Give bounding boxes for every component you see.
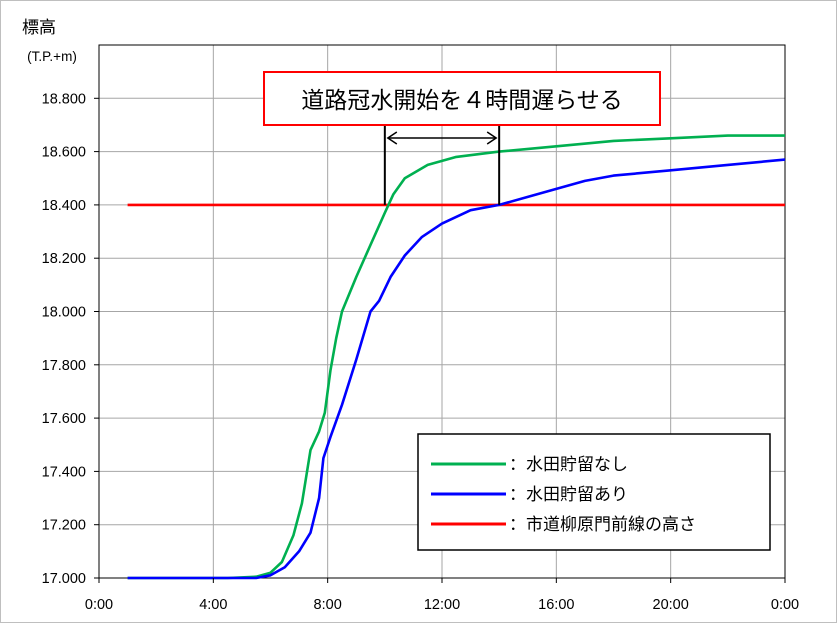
legend-label: ：水田貯留なし: [509, 455, 628, 475]
x-tick-label: 4:00: [199, 597, 227, 613]
series-line: [127, 134, 785, 580]
y-axis-ticks: 17.000 17.200 17.400 17.600 17.800 18.000 18.2…: [42, 91, 99, 587]
y-tick-label: 17.400: [42, 464, 86, 480]
legend-label: ：水田貯留あり: [509, 485, 628, 505]
y-tick-label: 18.800: [42, 91, 86, 107]
annotation-box: [263, 71, 661, 126]
y-tick-label: 17.200: [42, 518, 86, 534]
series-layer: [127, 125, 786, 580]
x-axis-ticks: 0:00 4:00 8:00 12:00 16:00 20:00 0:00: [85, 578, 799, 613]
annotation-arrowhead-right: [486, 131, 498, 145]
x-tick-label: 8:00: [314, 597, 342, 613]
y-tick-label: 18.000: [42, 305, 86, 321]
y-axis-label-line2: (T.P.+m): [27, 49, 77, 64]
annotation-arrowhead-left: [386, 131, 398, 145]
y-tick-label: 18.200: [42, 251, 86, 267]
x-tick-label: 20:00: [653, 597, 689, 613]
x-tick-label: 0:00: [85, 597, 113, 613]
y-tick-label: 18.400: [42, 198, 86, 214]
annotation: 道路冠水開始を４時間遅らせる: [263, 71, 661, 126]
x-tick-label: 12:00: [424, 597, 460, 613]
y-tick-label: 17.600: [42, 411, 86, 427]
x-tick-label: 16:00: [538, 597, 574, 613]
y-tick-label: 18.600: [42, 145, 86, 161]
annotation-text: 道路冠水開始を４時間遅らせる: [301, 88, 623, 114]
legend-label: ：市道柳原門前線の高さ: [509, 515, 696, 535]
y-tick-label: 17.800: [42, 358, 86, 374]
legend: ：水田貯留なし ：水田貯留あり ：市道柳原門前線の高さ: [417, 433, 771, 551]
series-line: [127, 158, 786, 580]
legend-box: [417, 433, 771, 551]
x-tick-label: 0:00: [771, 597, 799, 613]
y-axis-label-line1: 標高: [22, 18, 56, 38]
y-tick-label: 17.000: [42, 571, 86, 587]
